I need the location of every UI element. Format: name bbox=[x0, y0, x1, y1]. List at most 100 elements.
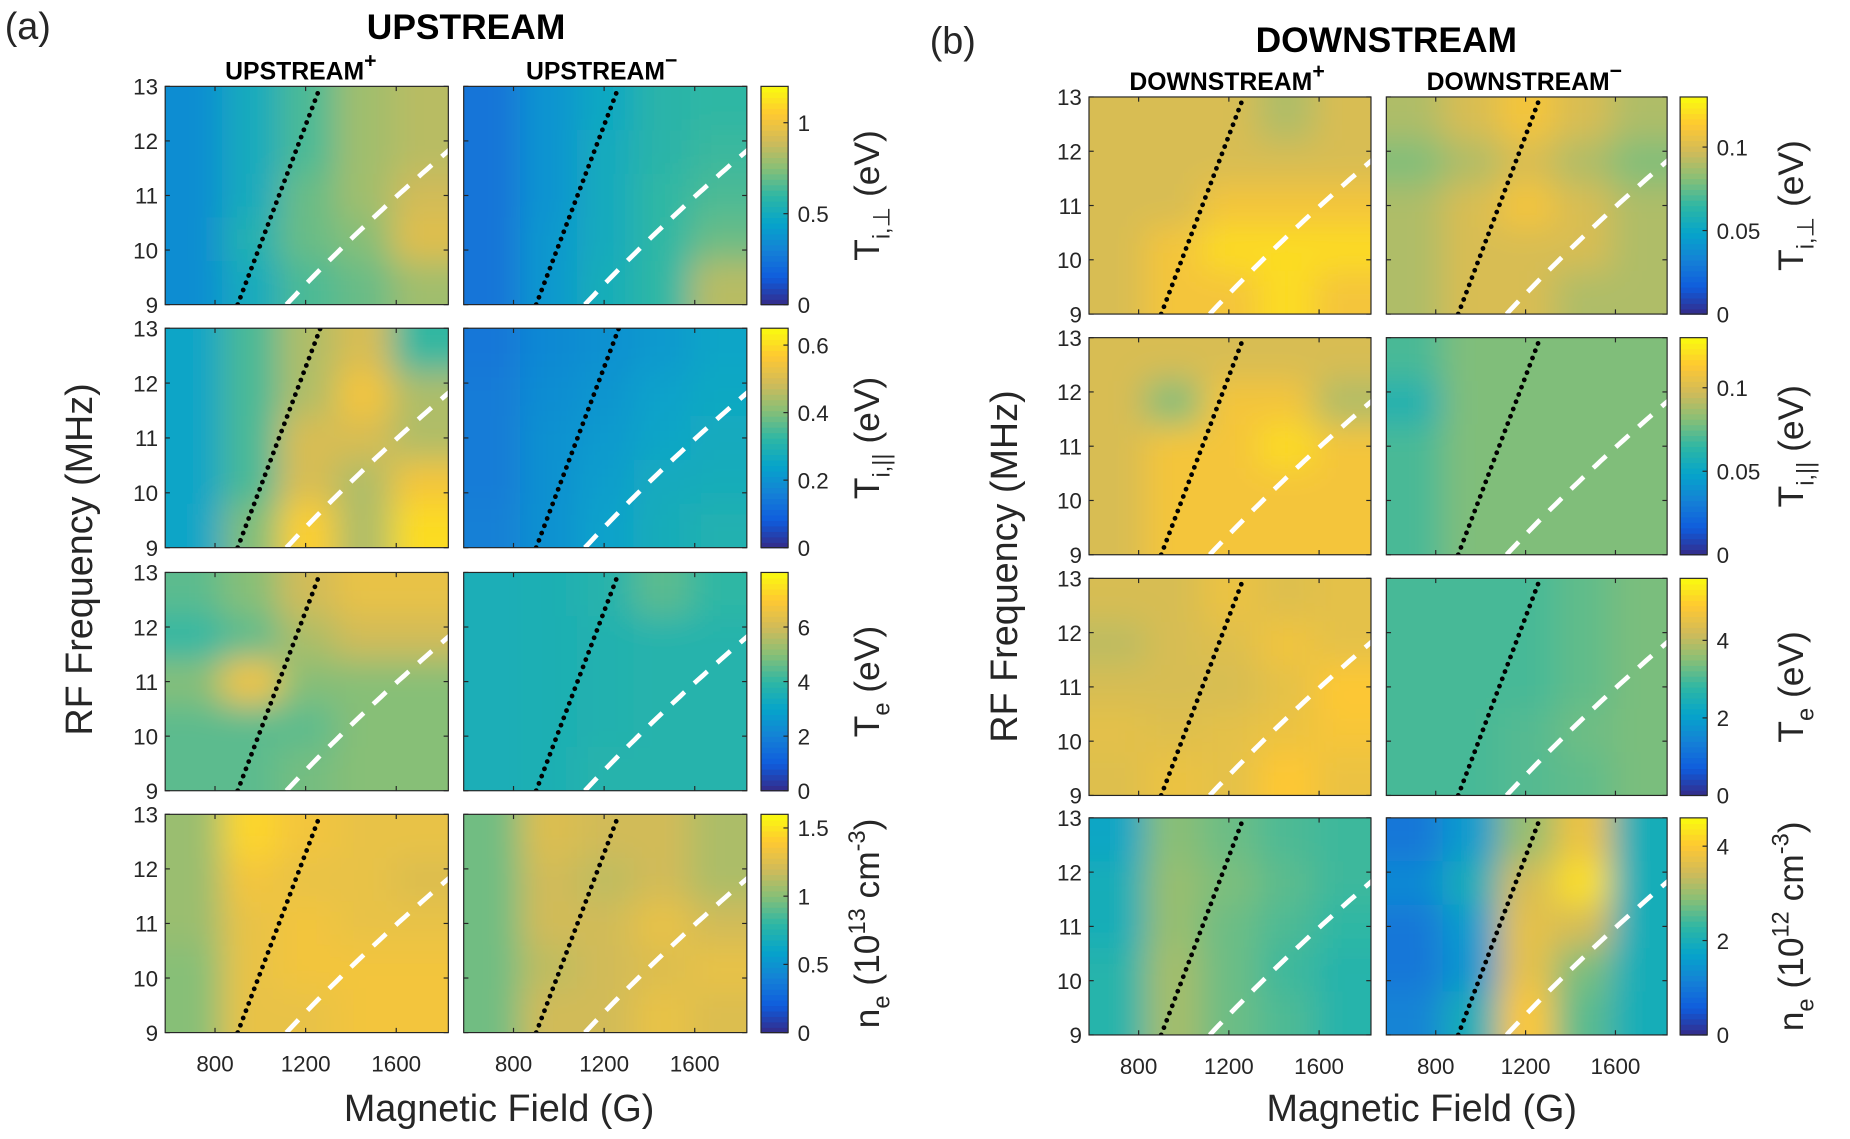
heatmap-cell bbox=[1258, 140, 1316, 185]
colorbar-segment bbox=[761, 836, 789, 843]
heatmap-cell bbox=[633, 945, 692, 991]
colorbar-segment bbox=[1680, 719, 1708, 726]
colorbar-segment bbox=[761, 730, 789, 737]
heatmap-cell bbox=[576, 857, 635, 903]
heatmap-cell bbox=[1610, 904, 1668, 950]
cyclotron-dotted-line bbox=[235, 572, 323, 791]
heatmap-cell bbox=[1201, 270, 1260, 315]
heatmap-cell bbox=[1442, 337, 1500, 383]
resonance-dashed-line bbox=[1207, 398, 1371, 555]
heatmap-cell bbox=[1610, 752, 1668, 796]
colorbar-segment bbox=[1680, 254, 1708, 261]
heatmap-cell bbox=[1442, 817, 1500, 863]
colorbar-segment bbox=[1680, 969, 1708, 976]
heatmap-cell bbox=[1386, 337, 1444, 383]
heatmap-cell bbox=[278, 459, 337, 505]
heatmap-cell bbox=[278, 901, 337, 947]
colorbar-segment bbox=[1680, 162, 1708, 169]
heatmap-cell bbox=[335, 217, 393, 263]
colorbar-segment bbox=[1680, 627, 1708, 634]
heatmap-cell bbox=[1498, 381, 1556, 426]
heatmap-cell bbox=[690, 328, 747, 374]
y-tick-label: 9 bbox=[1069, 1023, 1081, 1048]
colorbar-segment bbox=[1680, 773, 1708, 780]
heatmap-cell bbox=[1610, 578, 1668, 623]
heatmap-cell bbox=[463, 217, 522, 263]
heatmap-cell bbox=[1386, 948, 1444, 993]
colorbar-segment bbox=[1680, 1002, 1708, 1009]
heatmap-cell bbox=[1145, 424, 1203, 470]
colorbar-segment bbox=[761, 768, 789, 776]
colorbar-segment bbox=[1680, 462, 1708, 469]
colorbar-segment bbox=[1680, 920, 1708, 928]
heatmap-cell bbox=[1442, 381, 1500, 426]
heatmap-cell bbox=[520, 857, 579, 903]
heatmap-cell bbox=[1201, 424, 1260, 470]
heatmap-cell bbox=[633, 372, 692, 418]
heatmap-cell bbox=[391, 945, 449, 991]
heatmap-cell bbox=[1088, 140, 1147, 185]
heatmap-cell bbox=[690, 260, 747, 305]
heatmap-cell bbox=[391, 130, 449, 175]
heatmap-cell bbox=[576, 260, 635, 305]
colorbar-tick-label: 6 bbox=[798, 615, 810, 640]
colorbar-segment bbox=[1680, 457, 1708, 464]
colorbar-tick-label: 2 bbox=[798, 724, 810, 749]
colorbar-segment bbox=[761, 339, 789, 346]
heatmap-cell bbox=[463, 372, 522, 418]
colorbar-segment bbox=[1680, 194, 1708, 201]
heatmap-cell bbox=[520, 659, 579, 705]
cyclotron-dotted-line bbox=[235, 86, 323, 305]
colorbar-segment bbox=[761, 542, 789, 549]
heatmap-cell bbox=[221, 372, 280, 418]
panel-label-a: (a) bbox=[5, 5, 51, 47]
colorbar-segment bbox=[1680, 364, 1708, 371]
heatmap-cell bbox=[1088, 752, 1147, 796]
colorbar-segment bbox=[1680, 741, 1708, 748]
colorbar-segment bbox=[1680, 516, 1708, 523]
heatmap-cell bbox=[576, 416, 635, 462]
heatmap-cell bbox=[520, 372, 579, 418]
colorbar-segment bbox=[761, 627, 789, 634]
heatmap-cell bbox=[221, 328, 280, 374]
resonance-dashed-line bbox=[583, 875, 747, 1033]
y-axis-label-b: RF Frequency (MHz) bbox=[983, 390, 1025, 742]
colorbar-segment bbox=[761, 333, 789, 340]
y-tick-label: 11 bbox=[135, 426, 158, 451]
y-tick-label: 11 bbox=[1059, 675, 1082, 700]
heatmap-cell bbox=[165, 173, 223, 219]
heatmap-cell bbox=[278, 703, 337, 749]
heatmap-cell bbox=[1201, 140, 1260, 185]
heatmap-cell bbox=[1554, 904, 1613, 950]
heatmap-panel-a-2-1: 9 10 11 12 13 bbox=[133, 316, 449, 561]
heatmap-cell bbox=[1442, 96, 1500, 142]
heatmap-cell bbox=[1442, 861, 1500, 906]
colorbar-segment bbox=[761, 277, 789, 284]
heatmap-cell bbox=[1610, 621, 1668, 667]
colorbar-segment bbox=[1680, 124, 1708, 131]
colorbar-segment bbox=[761, 1021, 789, 1028]
heatmap-cell bbox=[1554, 96, 1613, 142]
y-tick-label: 13 bbox=[1057, 567, 1082, 592]
colorbar-segment bbox=[1680, 145, 1708, 152]
resonance-dashed-line bbox=[1207, 157, 1371, 315]
heatmap-cell bbox=[1145, 578, 1203, 623]
colorbar-segment bbox=[1680, 746, 1708, 753]
y-tick-label: 11 bbox=[1059, 915, 1082, 940]
colorbar-tick-label: 0 bbox=[798, 536, 810, 561]
colorbar-segment bbox=[761, 605, 789, 612]
heatmap-cell bbox=[1610, 511, 1668, 555]
heatmap-cell bbox=[633, 130, 692, 175]
colorbar-b-3: 0 2 4 Te (eV) bbox=[1679, 577, 1818, 809]
colorbar-segment bbox=[1680, 156, 1708, 163]
colorbar-segment bbox=[1680, 866, 1708, 873]
heatmap-cell bbox=[1610, 227, 1668, 272]
colorbar-segment bbox=[761, 697, 789, 705]
colorbar-segment bbox=[1680, 828, 1708, 835]
heatmap-cell bbox=[1442, 424, 1500, 470]
colorbar-segment bbox=[1680, 375, 1708, 382]
heatmap-cell bbox=[1386, 381, 1444, 426]
colorbar-segment bbox=[761, 476, 789, 483]
colorbar-segment bbox=[1680, 730, 1708, 737]
colorbar-segment bbox=[1680, 440, 1708, 447]
